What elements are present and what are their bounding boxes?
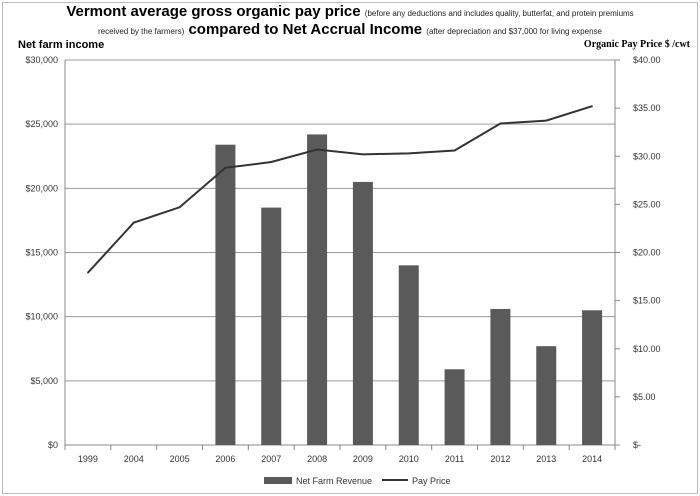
y2-axis-label: Organic Pay Price $ /cwt xyxy=(583,39,690,50)
bar-2010 xyxy=(398,265,419,445)
y-tick-label: $15,000 xyxy=(25,248,58,258)
chart-title-line-2: received by the farmers) compared to Net… xyxy=(0,21,700,40)
x-tick-label: 2011 xyxy=(445,454,464,464)
x-tick-label: 1999 xyxy=(78,454,98,464)
pay-price-point-2012 xyxy=(499,122,502,125)
x-tick-label: 2007 xyxy=(261,454,281,464)
y-tick-label: $30,000 xyxy=(25,55,58,65)
x-tick-label: 2013 xyxy=(536,454,556,464)
y2-tick-label: $25.00 xyxy=(633,199,661,209)
legend-swatch-net-farm-revenue xyxy=(264,477,292,484)
pay-price-point-2011 xyxy=(453,149,456,152)
bar-2013 xyxy=(536,346,557,445)
y2-tick-label: $40.00 xyxy=(633,55,661,65)
legend-label-net-farm-revenue: Net Farm Revenue xyxy=(296,476,372,486)
title-note-1: (before any deductions and includes qual… xyxy=(364,9,634,18)
pay-price-point-2013 xyxy=(545,119,548,122)
y2-tick-label: $5.00 xyxy=(633,392,656,402)
y2-tick-label: $20.00 xyxy=(633,248,661,258)
bar-2007 xyxy=(261,207,282,445)
x-tick-label: 2005 xyxy=(170,454,190,464)
bar-2011 xyxy=(444,369,465,445)
title-main-1: Vermont average gross organic pay price xyxy=(66,3,361,20)
pay-price-point-2006 xyxy=(224,167,227,169)
y-tick-label: $20,000 xyxy=(25,183,58,193)
y2-tick-label: $15.00 xyxy=(633,296,661,306)
y2-tick-label: $30.00 xyxy=(633,151,661,161)
bar-2008 xyxy=(307,134,328,445)
pay-price-point-2014 xyxy=(591,105,593,107)
pay-price-line xyxy=(87,105,593,274)
pay-price-point-2010 xyxy=(407,152,410,155)
x-tick-label: 2010 xyxy=(399,454,419,464)
y-tick-label: $5,000 xyxy=(30,376,58,386)
bar-2014 xyxy=(582,310,603,445)
pay-price-point-1999 xyxy=(87,271,89,274)
pay-price-point-2009 xyxy=(362,153,364,156)
legend-label-pay-price: Pay Price xyxy=(412,476,451,486)
y-axis-label: Net farm income xyxy=(18,39,105,51)
title-note-2: received by the farmers) xyxy=(98,27,185,36)
y2-tick-label: $- xyxy=(633,440,641,450)
pay-price-point-2008 xyxy=(316,148,318,151)
pay-price-point-2004 xyxy=(132,221,135,224)
x-tick-label: 2009 xyxy=(353,454,373,464)
title-note-3: (after depreciation and $37,000 for livi… xyxy=(426,27,602,36)
x-tick-label: 2006 xyxy=(215,454,235,464)
x-tick-label: 2008 xyxy=(307,454,327,464)
bar-2012 xyxy=(490,308,511,445)
bar-2009 xyxy=(352,181,373,445)
x-tick-label: 2004 xyxy=(124,454,144,464)
bar-2006 xyxy=(215,144,236,445)
y-tick-label: $10,000 xyxy=(25,312,58,322)
pay-price-point-2007 xyxy=(270,161,273,163)
y2-tick-label: $35.00 xyxy=(633,103,661,113)
title-main-2: compared to Net Accrual Income xyxy=(188,21,423,38)
x-tick-label: 2014 xyxy=(582,454,602,464)
pay-price-point-2005 xyxy=(178,206,181,209)
x-tick-label: 2012 xyxy=(490,454,510,464)
y-tick-label: $0 xyxy=(48,440,58,450)
chart-title-line-1: Vermont average gross organic pay price … xyxy=(0,3,700,22)
y2-tick-label: $10.00 xyxy=(633,344,661,354)
y-tick-label: $25,000 xyxy=(25,119,58,129)
